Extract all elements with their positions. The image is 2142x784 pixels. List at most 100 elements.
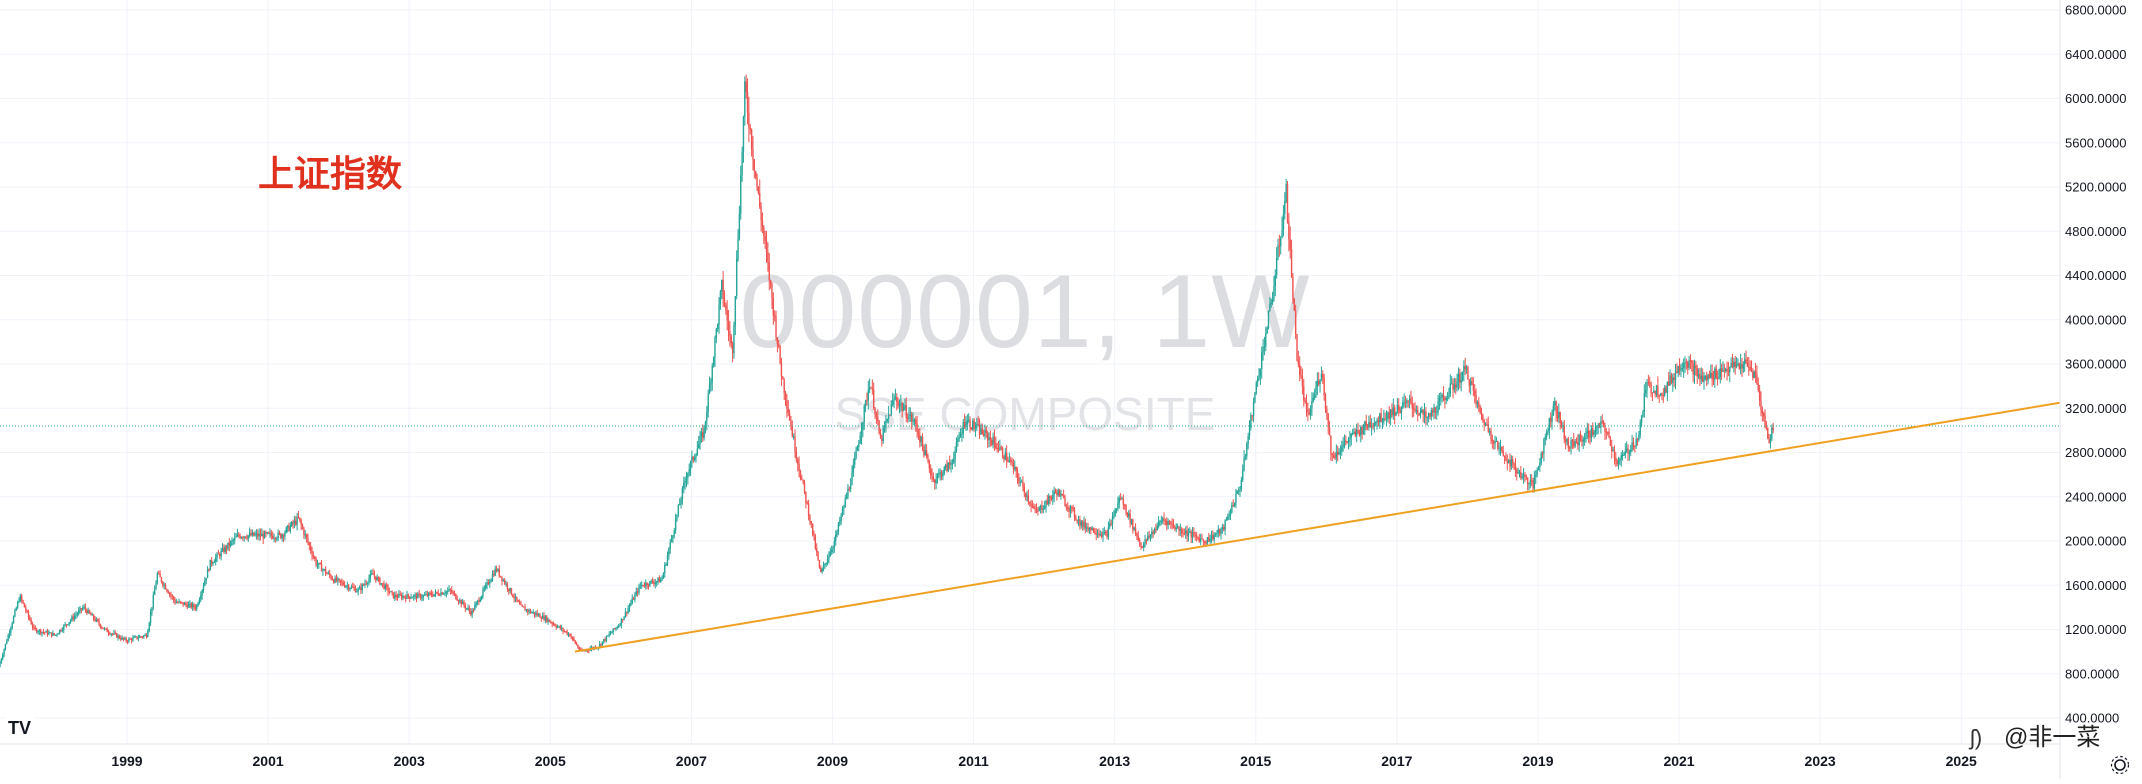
candle-body: [970, 427, 973, 430]
candle-body: [1024, 492, 1027, 497]
candle-body: [1189, 531, 1191, 533]
candle-body: [1559, 411, 1561, 424]
candle-body: [1636, 438, 1639, 441]
candle-body: [186, 604, 188, 608]
candle-body: [1756, 374, 1758, 384]
candle-body: [375, 576, 377, 581]
candle-body: [440, 592, 442, 596]
candle-body: [1411, 403, 1414, 409]
candle-body: [1612, 449, 1614, 452]
candle-body: [792, 436, 795, 438]
candle-body: [299, 517, 301, 521]
candle-body: [684, 480, 686, 483]
tradingview-logo[interactable]: TV: [6, 715, 34, 738]
candle-body: [124, 638, 126, 640]
candle-body: [1575, 441, 1578, 443]
candle-body: [1299, 364, 1301, 376]
candle-body: [103, 628, 106, 630]
candle-body: [518, 601, 521, 605]
candle-body: [1062, 495, 1065, 498]
candle-body: [1008, 459, 1011, 462]
candle-body: [1334, 457, 1336, 459]
candle-body: [1513, 463, 1515, 465]
candle-body: [277, 532, 279, 539]
candle-body: [1597, 424, 1599, 427]
candle-body: [449, 589, 452, 591]
candle-body: [862, 421, 864, 431]
time-scale[interactable]: 1999 2001 2003 2005 2007 2009 2011 2013 2015 2017…: [111, 753, 1977, 769]
candle-body: [1128, 513, 1130, 517]
candle-body: [71, 616, 73, 621]
x-tick-label: 1999: [111, 753, 142, 769]
candle-body: [999, 447, 1001, 450]
candle-body: [1011, 461, 1013, 463]
candle-body: [65, 624, 68, 626]
candle-body: [773, 315, 776, 317]
x-tick-label: 2023: [1805, 753, 1836, 769]
candle-body: [844, 498, 846, 508]
candle-body: [1270, 302, 1272, 304]
candle-body: [893, 398, 895, 401]
candle-body: [719, 291, 722, 305]
candle-body: [1571, 440, 1574, 442]
candle-body: [1441, 394, 1443, 398]
candle-body: [220, 550, 222, 557]
candle-body: [1669, 375, 1671, 386]
candle-body: [361, 584, 363, 591]
candle-body: [1430, 410, 1433, 417]
candle-body: [432, 595, 434, 597]
candle-body: [1183, 533, 1186, 535]
candle-body: [1436, 411, 1438, 413]
candle-body: [1535, 474, 1537, 477]
candle-body: [811, 523, 814, 535]
candle-body: [1431, 410, 1434, 413]
candle-body: [79, 608, 81, 611]
candle-body: [1180, 528, 1183, 534]
candle-body: [411, 597, 414, 599]
candle-body: [1130, 519, 1133, 524]
support-trendline[interactable]: [574, 401, 2061, 653]
candle-body: [1467, 366, 1469, 380]
candle-body: [1540, 453, 1542, 464]
candle-body: [660, 579, 662, 583]
settings-gear-icon[interactable]: [2110, 755, 2130, 775]
candle-body: [889, 414, 891, 416]
candle-body: [1631, 442, 1633, 450]
candle-body: [1384, 418, 1386, 420]
candle-body: [61, 629, 64, 631]
price-scale[interactable]: 400.0000 800.0000 1200.0000 1600.0000 2000.0…: [2065, 3, 2126, 726]
candle-body: [248, 532, 251, 536]
candle-body: [46, 631, 49, 635]
candle-body: [915, 419, 917, 424]
candle-body: [1590, 427, 1593, 438]
candle-body: [946, 464, 948, 471]
chart-annotation-text[interactable]: 上证指数: [258, 153, 402, 194]
candle-body: [464, 605, 467, 609]
candle-body: [201, 590, 203, 596]
candle-body: [1248, 427, 1251, 436]
candle-body: [626, 611, 628, 613]
candle-body: [183, 603, 186, 606]
candle-body: [1703, 378, 1705, 382]
candle-body: [556, 626, 559, 628]
candle-body: [1293, 299, 1295, 311]
candle-body: [605, 635, 608, 641]
candle-body: [1138, 540, 1141, 543]
candle-body: [761, 220, 764, 227]
y-tick-label: 1200.0000: [2065, 622, 2126, 637]
candle-body: [301, 525, 304, 529]
candle-body: [521, 605, 524, 607]
x-tick-label: 2003: [394, 753, 425, 769]
candle-body: [1486, 424, 1488, 426]
candle-body: [0, 658, 3, 663]
candle-body: [451, 590, 453, 593]
candle-body: [38, 629, 41, 632]
candle-body: [725, 305, 727, 310]
candle-body: [1404, 402, 1407, 404]
candle-body: [12, 616, 15, 624]
candle-body: [669, 541, 671, 550]
candle-body: [106, 628, 108, 633]
candle-body: [1605, 431, 1608, 433]
candle-body: [1037, 510, 1039, 512]
candle-body: [1229, 512, 1232, 516]
